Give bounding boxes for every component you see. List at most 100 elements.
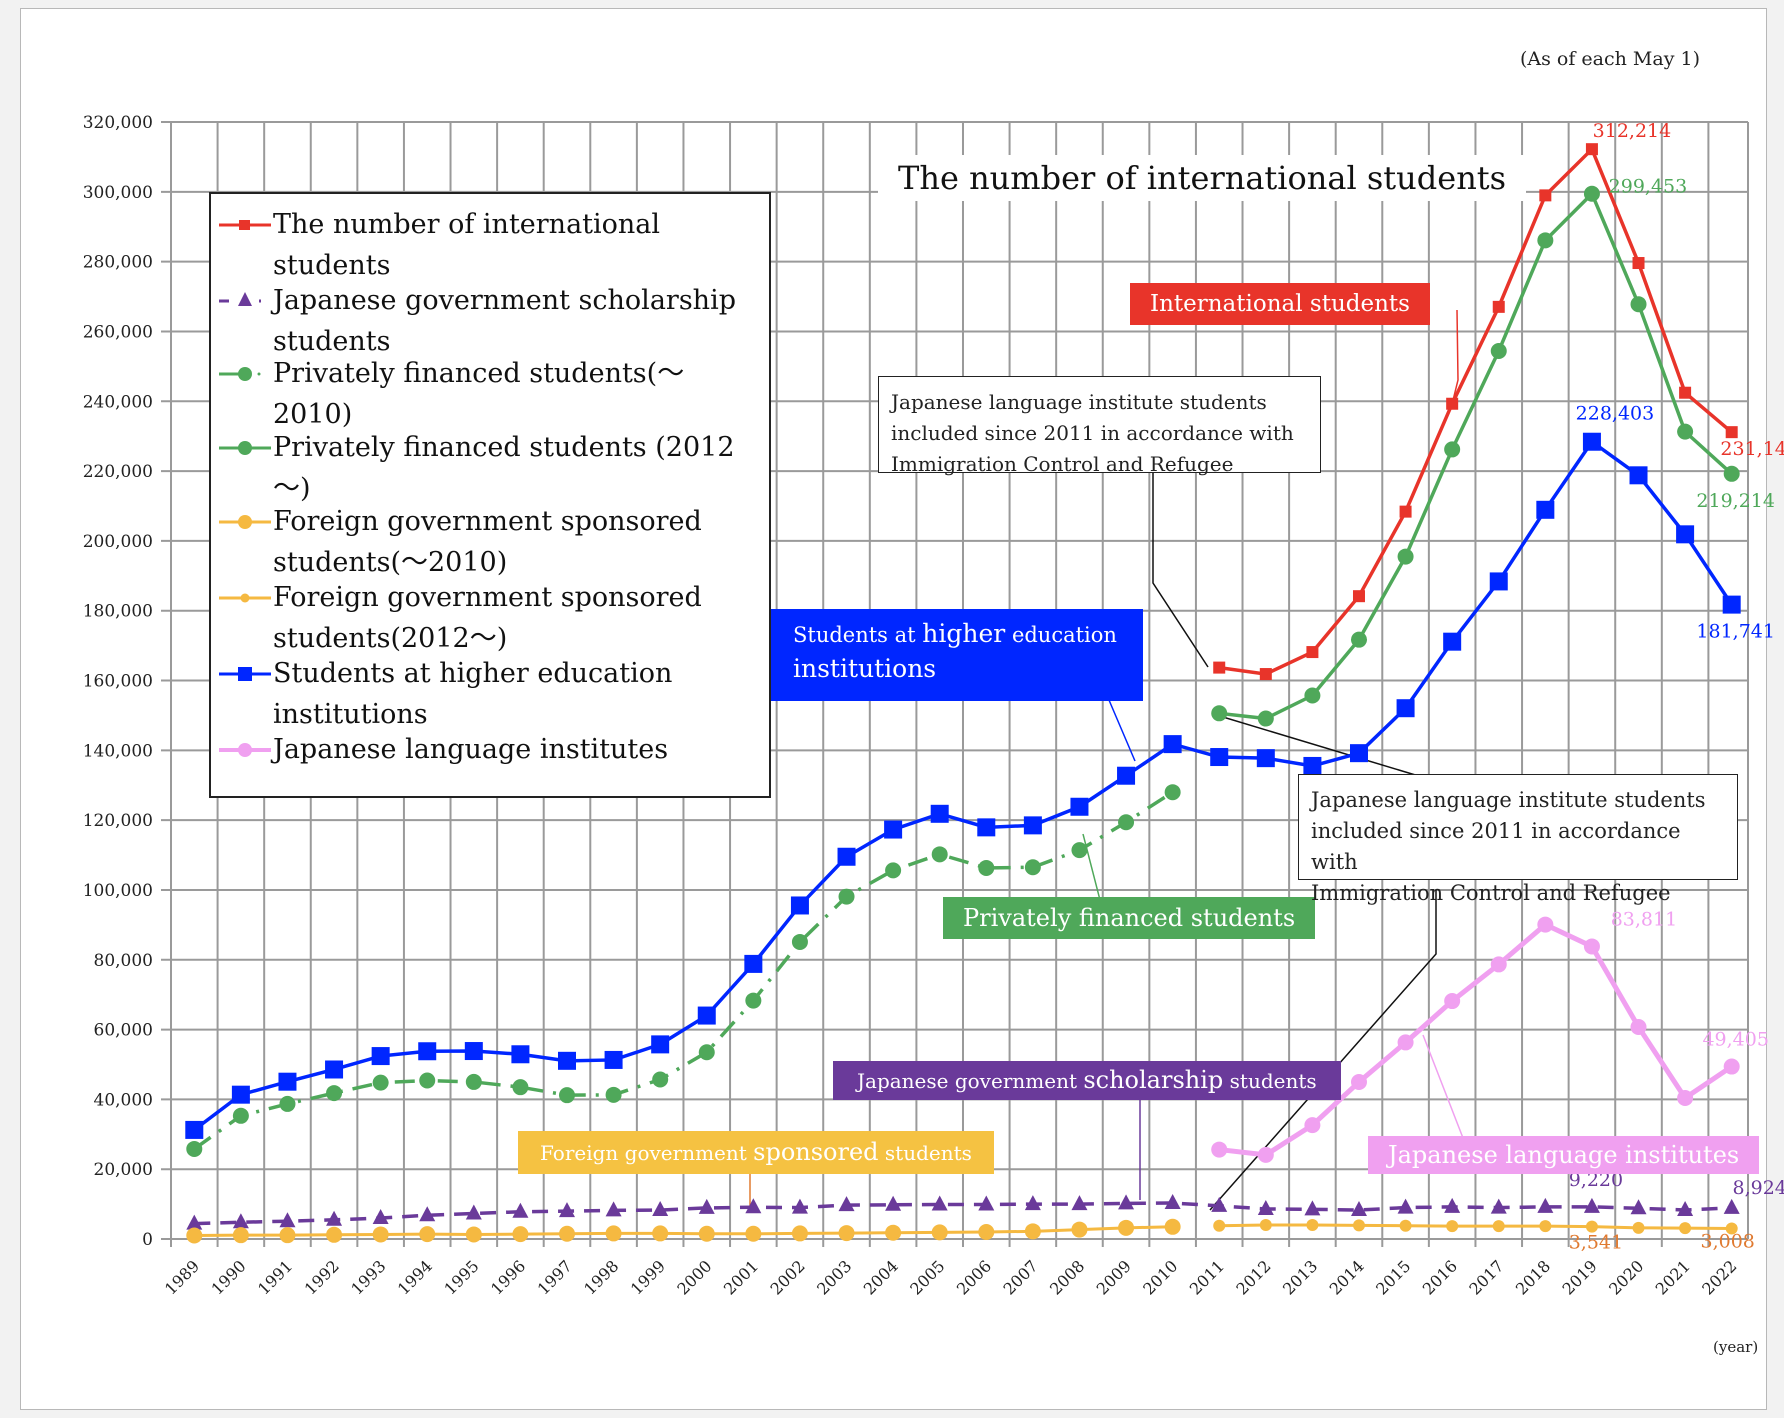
- series-line-higher: [193, 439, 1734, 1132]
- note-2-line-1: Japanese language institute students: [1311, 788, 1706, 812]
- data-point-priv_new: [1444, 441, 1461, 458]
- data-point-priv_old: [512, 1079, 529, 1096]
- data-point-priv_old: [419, 1072, 436, 1089]
- y-tick-label: 260,000: [83, 322, 153, 342]
- series-priv_new: [1211, 185, 1740, 727]
- x-tick-label: 1994: [394, 1256, 436, 1298]
- data-point-priv_old: [791, 933, 808, 950]
- legend-item-higher: Students at higher education institutions: [217, 658, 763, 735]
- legend-label-fgov-old-1: Foreign government sponsored: [273, 506, 702, 537]
- data-point-mext: [1583, 1197, 1600, 1213]
- note-1-line-2: included since 2011 in accordance with: [891, 421, 1294, 445]
- data-point-jli: [1723, 1058, 1740, 1075]
- series-jli: [1211, 916, 1740, 1163]
- leader-jli: [1422, 1034, 1464, 1139]
- data-label-jli: 83,811: [1611, 908, 1677, 930]
- data-point-mext: [698, 1198, 715, 1214]
- data-point-jli: [1583, 938, 1600, 955]
- x-tick-label: 2006: [953, 1256, 995, 1298]
- data-point-fgov_old: [791, 1225, 808, 1242]
- data-point-intl: [1399, 505, 1412, 518]
- data-point-mext: [745, 1198, 762, 1214]
- series-line-jli: [1218, 921, 1734, 1158]
- data-point-fgov_new: [1352, 1219, 1365, 1232]
- tag-higher-a: Students at: [793, 623, 916, 647]
- y-tick-label: 20,000: [94, 1160, 153, 1180]
- series-intl: [1213, 143, 1738, 681]
- data-point-priv_old: [885, 862, 902, 879]
- data-point-higher: [557, 1051, 576, 1070]
- data-point-intl: [1213, 661, 1226, 674]
- data-point-mext: [1304, 1200, 1321, 1216]
- x-tick-label: 2000: [673, 1256, 715, 1298]
- tag-higher-c: education: [1011, 623, 1117, 647]
- as-of-note: (As of each May 1): [1520, 48, 1700, 70]
- x-tick-label: 2003: [813, 1256, 855, 1298]
- note-1-line-3: Immigration Control and Refugee: [891, 452, 1234, 476]
- x-tick-label: 2017: [1465, 1256, 1507, 1298]
- data-point-mext: [232, 1213, 249, 1229]
- data-point-higher: [1582, 432, 1601, 451]
- y-tick-label: 220,000: [83, 462, 153, 482]
- data-point-mext: [1071, 1195, 1088, 1211]
- data-point-priv_old: [232, 1107, 249, 1124]
- note-2-line-2: included since 2011 in accordance with: [1311, 819, 1681, 874]
- legend-label-higher-2: institutions: [273, 699, 428, 730]
- legend-item-fgov-old: Foreign government sponsored students(～20…: [217, 506, 763, 583]
- data-point-higher: [325, 1060, 344, 1079]
- data-point-fgov_old: [885, 1224, 902, 1241]
- series-higher: [185, 432, 1741, 1139]
- data-point-priv_old: [838, 888, 855, 905]
- data-point-mext: [652, 1201, 669, 1217]
- leader-note-1: [1152, 451, 1209, 668]
- data-point-fgov_new: [1632, 1221, 1645, 1234]
- tag-fgov-c: students: [884, 1141, 972, 1165]
- data-point-fgov_old: [465, 1226, 482, 1243]
- tag-international-students: International students: [1130, 283, 1430, 325]
- data-point-priv_new: [1304, 687, 1321, 704]
- legend-symbol-pink-circle-icon: [219, 743, 271, 757]
- data-label-intl: 231,146: [1720, 438, 1784, 460]
- tag-higher-d: institutions: [793, 654, 937, 683]
- data-point-higher: [1536, 500, 1555, 519]
- x-tick-label: 2008: [1046, 1256, 1088, 1298]
- data-point-higher: [1676, 525, 1695, 544]
- data-point-priv_old: [978, 859, 995, 876]
- y-tick-label: 40,000: [94, 1090, 153, 1110]
- series-mext: [186, 1194, 1740, 1230]
- x-tick-label: 2014: [1326, 1256, 1368, 1298]
- data-point-mext: [1723, 1198, 1740, 1214]
- data-point-higher: [1117, 766, 1136, 785]
- data-point-higher: [1349, 744, 1368, 763]
- legend: The number of international students Jap…: [209, 192, 771, 798]
- data-point-priv_old: [605, 1086, 622, 1103]
- data-point-priv_new: [1583, 185, 1600, 202]
- legend-label-priv-new: Privately financed students (2012～): [273, 432, 735, 504]
- data-point-priv_old: [931, 846, 948, 863]
- data-point-higher: [1303, 756, 1322, 775]
- legend-item-intl: The number of international students: [217, 209, 763, 286]
- note-2-line-3: Immigration Control and Refugee: [1311, 881, 1671, 905]
- data-point-intl: [1446, 397, 1459, 410]
- legend-label-mext-1: Japanese government scholarship: [273, 285, 736, 316]
- x-tick-label: 2012: [1232, 1256, 1274, 1298]
- legend-symbol-green-circle-dashed-icon: [219, 367, 261, 381]
- tag-higher-b: higher: [922, 619, 1006, 648]
- data-point-higher: [185, 1120, 204, 1139]
- y-tick-label: 100,000: [83, 881, 153, 901]
- data-point-priv_new: [1350, 631, 1367, 648]
- series-line-fgov_new: [1219, 1223, 1732, 1231]
- data-point-mext: [605, 1201, 622, 1217]
- data-point-higher: [464, 1042, 483, 1061]
- data-point-fgov_old: [1024, 1223, 1041, 1240]
- data-point-jli: [1630, 1019, 1647, 1036]
- data-point-mext: [1397, 1198, 1414, 1214]
- data-point-priv_old: [558, 1087, 575, 1104]
- data-point-higher: [1023, 816, 1042, 835]
- legend-item-priv-old: Privately financed students(～2010): [217, 358, 763, 435]
- data-point-jli: [1490, 956, 1507, 973]
- data-point-priv_new: [1723, 465, 1740, 482]
- data-point-intl: [1679, 386, 1692, 399]
- data-point-mext: [186, 1214, 203, 1230]
- y-tick-label: 60,000: [94, 1021, 153, 1041]
